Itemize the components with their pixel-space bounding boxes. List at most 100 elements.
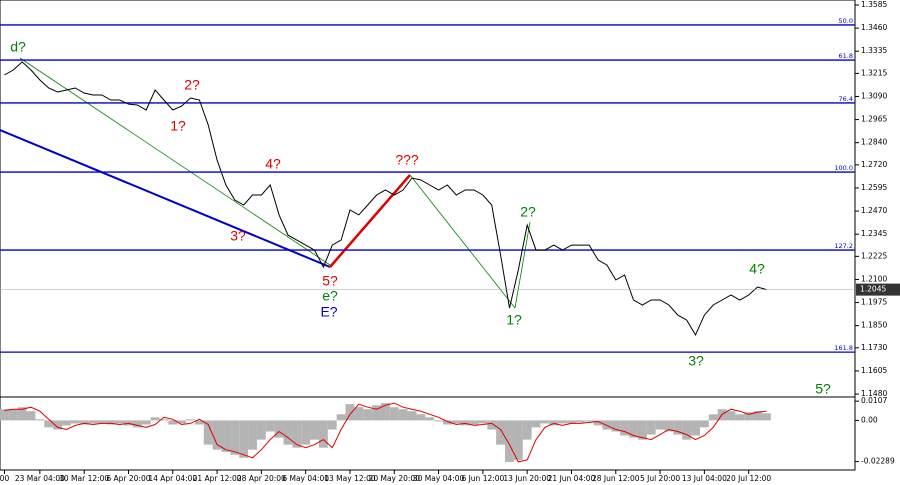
histogram-bar (629, 420, 638, 438)
wave-line (329, 174, 411, 268)
wave-label: 2? (184, 77, 200, 93)
histogram-bar (8, 409, 18, 421)
histogram-bar (443, 420, 452, 425)
fib-level-label: 127.2 (834, 242, 853, 250)
histogram-bar (744, 412, 754, 421)
signal-line (4, 402, 767, 463)
histogram-bar (345, 404, 355, 421)
histogram-bar (230, 420, 240, 455)
y-tick-label: 1.3090 (861, 91, 887, 100)
y-tick-label: 0.0107 (861, 396, 887, 405)
histogram-bar (159, 419, 169, 421)
histogram-bar (26, 411, 36, 421)
histogram-bar (363, 409, 373, 421)
wave-label: 4? (265, 156, 281, 172)
wave-label: 3? (230, 228, 246, 244)
histogram-bar (212, 420, 222, 450)
x-tick-label: 00 (0, 474, 9, 483)
x-tick-label: 21 Apr 12:00 (193, 474, 242, 483)
histogram-bar (44, 420, 54, 428)
y-tick-label: 1.3215 (861, 68, 887, 77)
histogram-bar (203, 420, 213, 445)
histogram-bar (593, 420, 603, 426)
wave-label: d? (10, 39, 26, 55)
histogram-bar (168, 420, 178, 425)
histogram-bar (132, 420, 142, 428)
histogram-bar (79, 420, 89, 425)
histogram-bar (265, 420, 275, 432)
y-tick-label: 1.2470 (861, 206, 887, 215)
wave-line (514, 221, 531, 309)
histogram-bar (177, 420, 187, 424)
fib-level-label: 61.8 (839, 52, 853, 60)
histogram-bar (0, 409, 9, 421)
wave-label: 1? (170, 118, 186, 134)
histogram-bar (637, 420, 647, 440)
histogram-bar (655, 420, 665, 430)
histogram-bar (292, 420, 302, 448)
y-tick-label: 1.2965 (861, 115, 887, 124)
histogram-bar (531, 420, 541, 428)
histogram-bar (274, 420, 284, 438)
wave-line (409, 174, 516, 309)
histogram-bar (97, 420, 107, 424)
last-price-label: 1.2045 (860, 285, 886, 294)
histogram-bar (327, 420, 337, 430)
y-tick-label: 1.2720 (861, 160, 887, 169)
histogram-bar (699, 420, 709, 428)
histogram-bar (558, 420, 568, 424)
histogram-bar (283, 420, 293, 445)
last-price-box (856, 283, 900, 296)
y-tick-label: 1.3335 (861, 46, 887, 55)
histogram-bar (646, 420, 656, 435)
wave-label: 5? (815, 381, 831, 397)
y-tick-label: 1.3460 (861, 23, 887, 32)
histogram-bar (150, 417, 160, 421)
histogram-bar (416, 414, 426, 421)
histogram-bar (478, 420, 488, 424)
histogram-bar (513, 420, 523, 460)
histogram-bar (124, 420, 133, 426)
histogram-bar (380, 403, 390, 421)
histogram-bar (425, 417, 435, 421)
x-tick-label: 20 May 20:00 (369, 474, 421, 483)
histogram-bar (336, 414, 346, 421)
histogram-bar (620, 420, 630, 436)
histogram-bar (310, 420, 319, 440)
x-tick-label: 6 Apr 20:00 (106, 474, 150, 483)
histogram-bar (753, 411, 762, 421)
histogram-bar (221, 420, 231, 452)
histogram-bar (115, 420, 125, 424)
x-tick-label: 6 Jun 12:00 (461, 474, 504, 483)
wave-label: E? (320, 304, 337, 320)
histogram-bar (575, 420, 585, 423)
histogram-bar (708, 414, 718, 421)
histogram-bar (567, 420, 576, 424)
y-tick-label: 1.1975 (861, 298, 887, 307)
histogram-bar (17, 407, 27, 421)
histogram-bar (372, 405, 381, 421)
x-tick-label: 20 Jul 12:00 (726, 474, 771, 483)
x-tick-label: 28 Apr 20:00 (237, 474, 286, 483)
y-tick-label: 1.1730 (861, 343, 887, 352)
histogram-bar (434, 420, 444, 422)
wave-line (19, 57, 331, 266)
wave-label: 4? (749, 261, 765, 277)
fib-level-label: 50.0 (839, 17, 853, 25)
x-tick-label: 21 Jun 04:00 (548, 474, 596, 483)
y-tick-label: 1.3585 (861, 0, 887, 9)
y-tick-label: -0.02289 (861, 457, 895, 466)
x-tick-label: 30 May 04:00 (413, 474, 465, 483)
histogram-bar (469, 420, 479, 425)
histogram-bar (673, 420, 683, 435)
y-tick-label: 1.2840 (861, 138, 887, 147)
plot-frame (0, 0, 856, 471)
histogram-bar (540, 420, 550, 424)
x-tick-label: 13 May 12:00 (324, 474, 376, 483)
histogram-bar (389, 407, 399, 421)
wave-label: 3? (688, 353, 704, 369)
histogram-bar (398, 409, 408, 421)
histogram-bar (141, 420, 151, 425)
fib-level-label: 76.4 (839, 95, 853, 103)
